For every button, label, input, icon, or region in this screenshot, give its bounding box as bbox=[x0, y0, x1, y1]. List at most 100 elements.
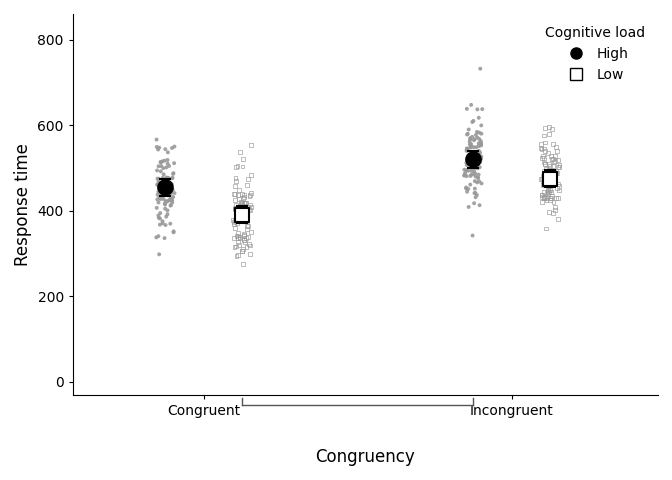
Point bbox=[158, 195, 169, 203]
Point bbox=[474, 147, 485, 155]
Point bbox=[474, 163, 485, 171]
Point bbox=[537, 198, 548, 206]
Point bbox=[537, 172, 548, 180]
Point bbox=[230, 217, 241, 225]
Point bbox=[546, 152, 556, 160]
Point bbox=[540, 175, 551, 183]
Point bbox=[460, 169, 470, 177]
Point bbox=[473, 114, 484, 121]
Point bbox=[541, 171, 552, 179]
Point bbox=[476, 180, 487, 187]
Point bbox=[536, 175, 547, 183]
Point bbox=[230, 205, 241, 213]
Point bbox=[550, 167, 561, 175]
Point bbox=[552, 215, 563, 223]
Point bbox=[463, 203, 474, 211]
Point bbox=[549, 158, 560, 166]
Point bbox=[234, 233, 245, 240]
Point bbox=[155, 221, 165, 228]
Point bbox=[546, 156, 557, 163]
Point bbox=[472, 165, 483, 172]
Point bbox=[234, 211, 245, 218]
Point bbox=[168, 169, 179, 177]
Point bbox=[474, 135, 485, 143]
Point bbox=[468, 167, 479, 175]
Point bbox=[464, 138, 475, 145]
Point bbox=[230, 163, 241, 171]
Point bbox=[239, 230, 250, 238]
Point bbox=[157, 191, 167, 199]
Point bbox=[152, 195, 163, 203]
Point bbox=[160, 205, 171, 213]
Point bbox=[548, 198, 559, 206]
Point bbox=[163, 175, 174, 183]
Point bbox=[235, 202, 246, 210]
Point bbox=[160, 183, 171, 191]
Point bbox=[540, 160, 550, 168]
Point bbox=[475, 65, 486, 72]
Point bbox=[163, 148, 173, 156]
Point bbox=[235, 198, 246, 205]
Point bbox=[538, 181, 548, 189]
Point bbox=[461, 185, 472, 192]
Point bbox=[465, 135, 476, 143]
Point bbox=[547, 167, 558, 174]
Point bbox=[472, 151, 483, 159]
Point bbox=[159, 157, 170, 165]
Point bbox=[550, 143, 561, 151]
Point bbox=[245, 228, 256, 236]
Point bbox=[542, 186, 553, 193]
Point bbox=[537, 191, 548, 198]
Point bbox=[468, 144, 479, 151]
Point bbox=[246, 141, 257, 149]
Point bbox=[237, 190, 248, 198]
Point bbox=[467, 163, 478, 170]
Point bbox=[243, 204, 253, 211]
Point bbox=[157, 219, 168, 227]
Point bbox=[239, 210, 249, 217]
Point bbox=[538, 132, 549, 139]
Point bbox=[157, 176, 168, 183]
Point bbox=[168, 228, 179, 235]
Point bbox=[160, 201, 171, 208]
Point bbox=[165, 184, 175, 192]
Point bbox=[461, 184, 472, 192]
Point bbox=[471, 144, 482, 151]
Point bbox=[469, 135, 480, 143]
Point bbox=[235, 213, 246, 221]
Point bbox=[233, 229, 243, 237]
Point bbox=[466, 101, 476, 108]
Point bbox=[237, 247, 247, 255]
Point bbox=[470, 131, 481, 139]
Point bbox=[539, 189, 550, 196]
Point bbox=[536, 192, 547, 199]
Point bbox=[237, 206, 248, 214]
Point bbox=[165, 202, 176, 209]
Point bbox=[230, 204, 241, 212]
Point bbox=[461, 172, 472, 180]
Point bbox=[554, 161, 565, 168]
Point bbox=[155, 215, 165, 222]
Point bbox=[245, 189, 256, 197]
Point bbox=[232, 212, 243, 219]
Point bbox=[235, 235, 245, 242]
Point bbox=[545, 162, 556, 169]
Point bbox=[165, 195, 175, 203]
Point bbox=[153, 188, 164, 196]
Point bbox=[228, 190, 239, 197]
Point bbox=[167, 180, 177, 188]
Point bbox=[244, 205, 255, 213]
Point bbox=[240, 239, 251, 246]
Point bbox=[231, 232, 242, 240]
Point bbox=[160, 181, 171, 189]
Point bbox=[466, 154, 477, 161]
Point bbox=[475, 152, 486, 160]
Point bbox=[244, 191, 255, 199]
Point bbox=[465, 172, 476, 180]
Point bbox=[153, 214, 164, 222]
Point bbox=[470, 177, 480, 185]
Point bbox=[165, 196, 176, 204]
Point bbox=[241, 215, 251, 223]
Point bbox=[542, 188, 553, 195]
Point bbox=[539, 169, 550, 177]
